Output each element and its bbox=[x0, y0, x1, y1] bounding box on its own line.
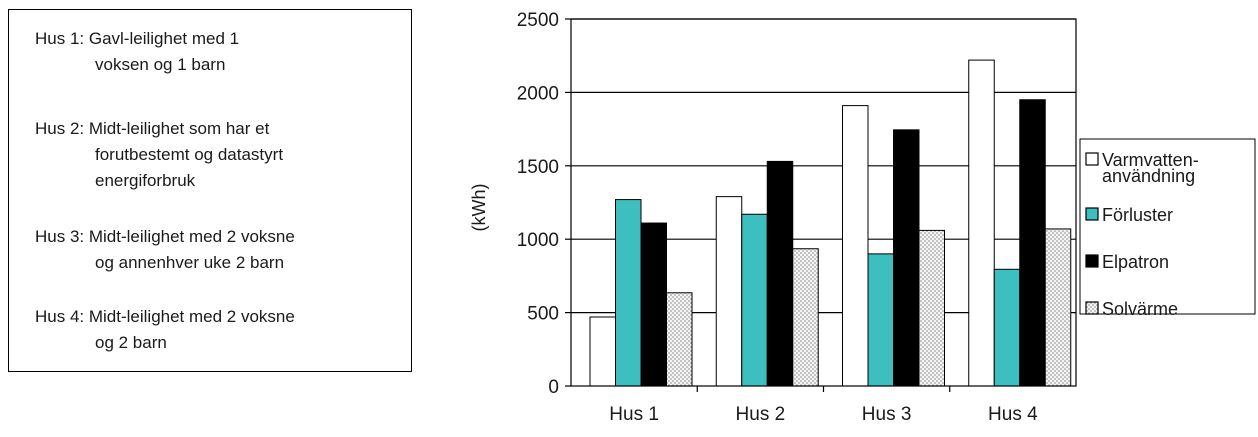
legend-entry: Elpatron bbox=[1085, 252, 1169, 272]
legend-label: Förluster bbox=[1102, 205, 1173, 225]
house-description-line: energiforbruk bbox=[95, 171, 196, 190]
legend-entry: Förluster bbox=[1085, 205, 1173, 225]
bar-hus-4-series-2 bbox=[993, 268, 1021, 387]
legend-label: Elpatron bbox=[1102, 252, 1169, 272]
bar-hus-4-series-3 bbox=[1019, 99, 1046, 387]
house-description-4: Hus 4: Midt-leilighet med 2 voksne og 2 b… bbox=[35, 304, 295, 356]
y-tick-label: 0 bbox=[548, 377, 559, 398]
bar-hus-4-series-4 bbox=[1044, 228, 1072, 387]
house-description-line: Hus 2: Midt-leilighet som har et bbox=[35, 119, 270, 138]
bar-hus-2-series-4 bbox=[792, 248, 819, 387]
x-category-label: Hus 1 bbox=[609, 404, 659, 425]
bar-hus-2-series-1 bbox=[715, 196, 743, 387]
x-category-label: Hus 2 bbox=[736, 404, 786, 425]
bar-hus-1-series-2 bbox=[615, 199, 642, 387]
y-tick-label: 1000 bbox=[517, 230, 559, 251]
house-description-line: forutbestemt og datastyrt bbox=[95, 145, 284, 164]
house-description-box: Hus 1: Gavl-leilighet med 1 voksen og 1 b… bbox=[8, 9, 412, 372]
legend-label: Varmvatten-användning bbox=[1102, 150, 1199, 186]
bar-hus-3-series-3 bbox=[893, 129, 920, 387]
legend-entry: Varmvatten-användning bbox=[1085, 150, 1199, 186]
house-description-line: Hus 4: Midt-leilighet med 2 voksne bbox=[35, 307, 295, 326]
y-tick-label: 1500 bbox=[517, 157, 559, 178]
legend-label: Solvärme bbox=[1102, 299, 1178, 319]
bar-hus-3-series-1 bbox=[842, 105, 869, 387]
house-description-3: Hus 3: Midt-leilighet med 2 voksne og ann… bbox=[35, 224, 295, 276]
house-description-line: og annenhver uke 2 barn bbox=[95, 253, 285, 272]
bar-hus-3-series-4 bbox=[918, 229, 945, 387]
house-description-1: Hus 1: Gavl-leilighet med 1 voksen og 1 b… bbox=[35, 26, 239, 78]
legend-swatch bbox=[1085, 207, 1099, 221]
bar-hus-1-series-4 bbox=[666, 292, 693, 387]
bar-hus-3-series-2 bbox=[867, 253, 894, 387]
bar-hus-2-series-2 bbox=[741, 213, 768, 387]
bar-hus-2-series-3 bbox=[766, 160, 794, 387]
bar-hus-1-series-3 bbox=[640, 222, 667, 387]
house-description-line: og 2 barn bbox=[95, 333, 167, 352]
legend-entry: Solvärme bbox=[1085, 299, 1178, 319]
x-category-label: Hus 4 bbox=[988, 404, 1038, 425]
legend-swatch bbox=[1085, 301, 1099, 315]
bar-hus-1-series-1 bbox=[589, 316, 616, 387]
house-description-line: Hus 1: Gavl-leilighet med 1 bbox=[35, 29, 240, 48]
y-axis-label: (kWh) bbox=[469, 184, 489, 232]
y-tick-label: 2500 bbox=[517, 10, 559, 31]
legend-swatch bbox=[1085, 254, 1099, 268]
legend-swatch bbox=[1085, 152, 1099, 166]
y-tick-label: 2000 bbox=[517, 83, 559, 104]
house-description-line: voksen og 1 barn bbox=[95, 55, 226, 74]
legend-box bbox=[1079, 138, 1256, 315]
bar-hus-4-series-1 bbox=[968, 59, 995, 387]
house-description-2: Hus 2: Midt-leilighet som har et forutbes… bbox=[35, 116, 283, 194]
house-description-line: Hus 3: Midt-leilighet med 2 voksne bbox=[35, 227, 295, 246]
y-tick-label: 500 bbox=[527, 304, 559, 325]
x-category-label: Hus 3 bbox=[862, 404, 912, 425]
